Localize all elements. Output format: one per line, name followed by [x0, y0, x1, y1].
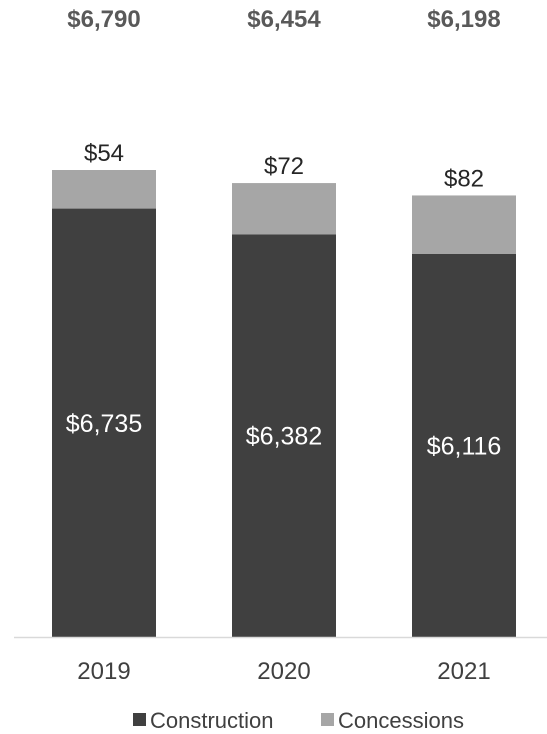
total-2019: $6,790	[67, 6, 140, 33]
total-2020: $6,454	[247, 6, 321, 33]
legend: Construction Concessions	[133, 708, 464, 733]
label-concessions-2020: $72	[264, 153, 304, 180]
bar-concessions-2020	[232, 183, 336, 235]
legend-construction-swatch	[133, 713, 146, 726]
label-construction-2021: $6,116	[427, 433, 502, 461]
bar-construction-2019	[52, 208, 156, 637]
bar-construction-2020	[232, 234, 336, 638]
bar-construction-2021	[412, 254, 516, 637]
total-2021: $6,198	[427, 6, 500, 33]
label-concessions-2019: $54	[84, 140, 124, 167]
label-concessions-2021: $82	[444, 165, 484, 192]
bars-layer	[52, 170, 516, 638]
x-tick-2019: 2019	[77, 658, 130, 685]
x-tick-2021: 2021	[437, 658, 490, 685]
x-tick-2020: 2020	[257, 658, 310, 685]
legend-concessions-label: Concessions	[338, 708, 464, 733]
labels-layer: $6,735 $54 $6,790 2019 $6,382 $72 $6,454 2020 $6…	[66, 6, 502, 685]
legend-construction-label: Construction	[150, 708, 274, 733]
label-construction-2020: $6,382	[246, 423, 322, 451]
legend-concessions-swatch	[321, 713, 334, 726]
label-construction-2019: $6,735	[66, 410, 142, 438]
bar-concessions-2019	[52, 170, 156, 209]
bar-concessions-2021	[412, 195, 516, 254]
